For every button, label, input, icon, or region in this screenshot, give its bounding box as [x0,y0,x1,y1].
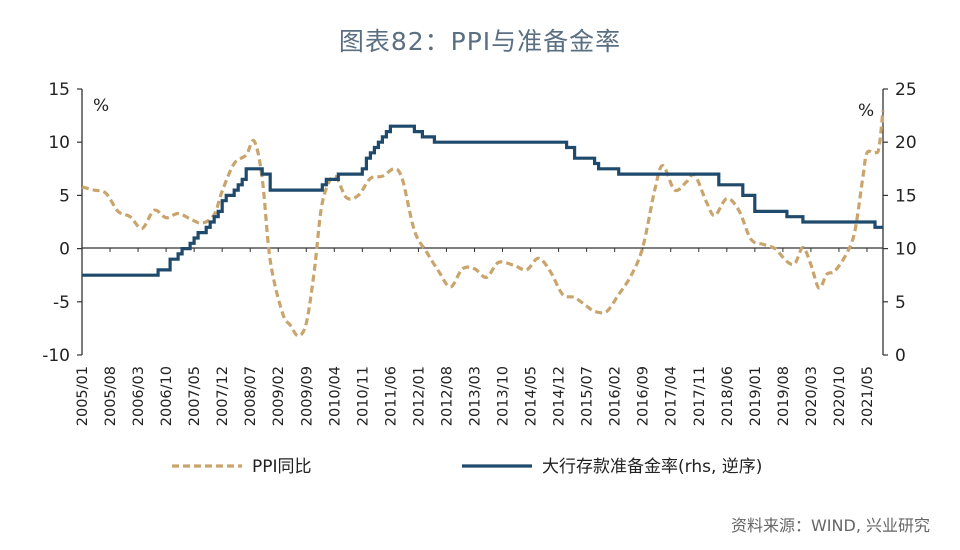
x-tick-label: 2009/09 [299,366,315,426]
left-tick-label: 0 [59,240,70,260]
x-tick-label: 2016/02 [608,366,624,426]
x-tick-label: 2012/01 [411,366,427,426]
x-tick-label: 2014/05 [524,366,540,426]
x-tick-label: 2006/10 [159,366,175,426]
right-tick-label: 5 [895,293,906,313]
legend-label-ppi: PPI同比 [252,457,312,477]
x-tick-label: 2009/02 [271,366,287,426]
x-tick-label: 2006/03 [131,366,147,426]
x-tick-label: 2016/09 [636,366,652,426]
axes: 15 10 5 0 -5 -10 25 20 15 10 5 0% % 2005/01 2005/08 200… [42,80,916,426]
x-tick-label: 2010/04 [327,366,343,426]
x-tick-label: 2019/01 [748,366,764,426]
x-tick-label: 2010/11 [355,366,371,426]
x-tick-label: 2011/06 [383,366,399,426]
x-tick-label: 2018/06 [720,366,736,426]
x-tick-label: 2014/12 [552,366,568,426]
left-unit-label: % [93,96,109,116]
x-tick-label: 2020/10 [832,366,848,426]
left-tick-label: 15 [48,80,70,100]
right-tick-label: 25 [895,80,917,100]
legend-label-rrr: 大行存款准备金率(rhs, 逆序) [542,457,762,477]
series-layer [81,110,885,338]
legend: PPI同比 大行存款准备金率(rhs, 逆序) [172,457,762,477]
right-tick-label: 0 [895,346,906,366]
left-tick-label: 5 [59,186,70,206]
x-tick-label: 2019/08 [776,366,792,426]
right-unit-label: % [858,101,874,121]
right-tick-label: 20 [895,133,917,153]
right-tick-label: 10 [895,240,917,260]
x-tick-label: 2005/01 [75,366,91,426]
x-tick-label: 2017/11 [692,366,708,426]
source-note: 资料来源：WIND, 兴业研究 [730,516,930,535]
rrr-series-line [82,124,883,277]
x-tick-label: 2020/03 [804,366,820,426]
x-tick-label: 2021/05 [860,366,876,426]
x-tick-label: 2007/05 [187,366,203,426]
x-tick-label: 2015/07 [580,366,596,426]
ppi-series-line [81,110,885,338]
x-tick-label: 2005/08 [103,366,119,426]
x-tick-label: 2008/07 [243,366,259,426]
x-tick-label: 2013/03 [467,366,483,426]
x-tick-label: 2007/12 [215,366,231,426]
x-tick-label: 2013/10 [496,366,512,426]
x-tick-label: 2012/08 [439,366,455,426]
chart-title: 图表82：PPI与准备金率 [338,27,622,56]
left-tick-label: -5 [53,293,70,313]
right-tick-label: 15 [895,186,917,206]
left-tick-label: -10 [42,346,70,366]
left-tick-label: 10 [48,133,70,153]
x-tick-label: 2017/04 [664,366,680,426]
